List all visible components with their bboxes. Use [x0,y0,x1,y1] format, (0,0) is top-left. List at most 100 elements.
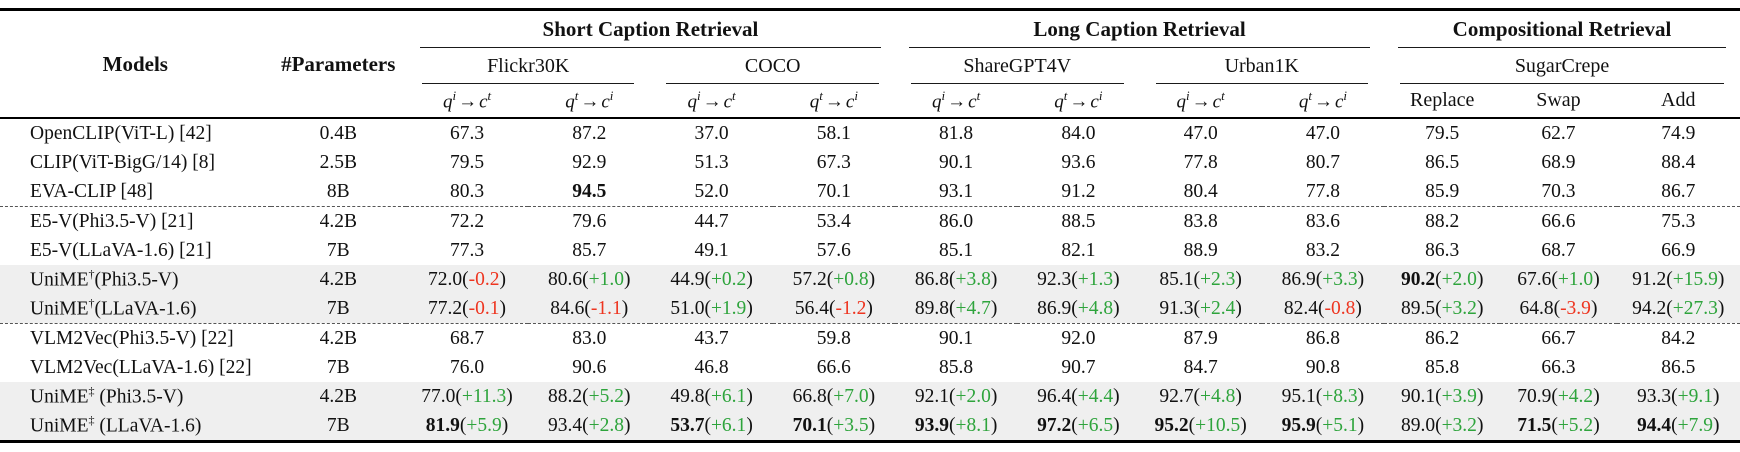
score-cell: 85.7 [572,239,607,261]
table-row: VLM2Vec(LLaVA-1.6) [22] 7B 76.0 90.6 46.8 66.… [0,353,1740,382]
parameter-count: 7B [326,414,350,436]
metric-replace: Replace [1384,84,1501,119]
score-cell: 91.2 [1061,180,1096,202]
metric-qi-to-ct: qi → ct [650,84,773,119]
delta-value: +2.3 [1200,268,1236,290]
score-cell: 90.1(+3.9) [1400,385,1484,407]
delta-value: +0.2 [710,268,747,290]
score-cell: 62.7 [1541,122,1576,144]
models-column-header: Models [0,9,271,119]
parameter-count: 7B [326,297,350,319]
score-cell: 96.4(+4.4) [1037,385,1120,407]
score-cell: 86.3 [1425,239,1460,261]
score-cell: 67.3 [816,151,851,173]
score-cell: 72.0(-0.2) [428,268,507,290]
score-cell: 47.0 [1183,122,1218,144]
model-name: E5-V(LLaVA-1.6) [21] [30,239,212,261]
score-cell: 85.1 [939,239,974,261]
score-cell: 84.6(-1.1) [550,297,629,319]
score-cell: 80.6(+1.0) [548,268,631,290]
delta-value: +7.0 [833,385,869,407]
score-cell: 89.5(+3.2) [1400,297,1484,319]
score-cell: 90.6 [572,356,607,378]
score-cell: 86.9(+3.3) [1281,268,1365,290]
score-cell: 82.1 [1061,239,1096,261]
parameter-count: 0.4B [319,122,357,144]
metric-add: Add [1616,84,1740,119]
delta-value: +6.1 [710,385,747,407]
score-cell: 94.2(+27.3) [1632,297,1725,319]
score-cell: 49.8(+6.1) [670,385,753,407]
score-cell: 88.4 [1661,151,1696,173]
delta-value: +4.8 [1200,385,1236,407]
score-cell: 95.1(+8.3) [1281,385,1365,407]
model-name: VLM2Vec(LLaVA-1.6) [22] [30,356,252,378]
delta-value: +4.4 [1077,385,1114,407]
score-cell: 92.1(+2.0) [914,385,998,407]
score-cell: 85.1(+2.3) [1159,268,1242,290]
score-cell: 86.7 [1661,180,1696,202]
score-cell: 90.1 [894,323,1018,353]
delta-value: +4.7 [955,297,991,319]
delta-value: +3.2 [1441,297,1477,319]
parameter-count: 2.5B [319,151,357,173]
score-cell: 77.8 [1183,151,1218,173]
score-cell: 81.9(+5.9) [425,414,509,436]
score-cell: 77.8 [1305,180,1340,202]
table-row: UniME‡ (Phi3.5-V) 4.2B 77.0(+11.3) 88.2(+5.… [0,382,1740,411]
delta-value: +2.0 [1441,268,1477,290]
score-cell: 66.7 [1500,323,1617,353]
score-cell: 88.5 [1017,206,1140,236]
score-cell: 68.9 [1541,151,1576,173]
delta-value: +2.4 [1200,297,1236,319]
model-name: VLM2Vec(Phi3.5-V) [22] [0,323,271,353]
score-cell: 77.2(-0.1) [428,297,507,319]
score-cell: 79.5 [449,151,485,173]
score-cell: 37.0 [694,122,729,144]
score-cell: 70.9(+4.2) [1517,385,1600,407]
score-cell: 83.6 [1261,206,1385,236]
table-row: E5-V(LLaVA-1.6) [21] 7B 77.3 85.7 49.1 57.6 85… [0,236,1740,265]
score-cell: 81.8 [939,122,974,144]
model-name: E5-V(Phi3.5-V) [21] [0,206,271,236]
score-cell: 53.7(+6.1) [670,414,753,436]
score-cell: 66.6 [1500,206,1617,236]
score-cell: 88.2 [1384,206,1501,236]
score-cell: 79.5 [1425,122,1460,144]
metric-qi-to-ct: qi → ct [894,84,1018,119]
score-cell: 68.7 [405,323,529,353]
score-cell: 85.8 [939,356,974,378]
score-cell: 89.8(+4.7) [914,297,998,319]
score-cell: 66.3 [1541,356,1576,378]
score-cell: 76.0 [449,356,485,378]
model-dagger: † [88,267,95,282]
delta-value: +9.1 [1677,385,1714,407]
score-cell: 75.3 [1616,206,1740,236]
model-name: EVA-CLIP [48] [30,180,153,202]
score-cell: 90.1 [939,151,974,173]
score-cell: 80.3 [449,180,485,202]
score-cell: 66.8(+7.0) [792,385,876,407]
score-cell: 86.8(+3.8) [914,268,998,290]
table-row: UniME‡ (LLaVA-1.6) 7B 81.9(+5.9) 93.4(+2.8)… [0,411,1740,442]
score-cell: 53.4 [772,206,895,236]
metric-qt-to-ci: qt → ci [1017,84,1140,119]
score-cell: 51.0(+1.9) [670,297,753,319]
score-cell: 66.9 [1661,239,1696,261]
metric-header-row: qi → ct qt → ci qi → ct qt → ci qi → ct qt → ci qi → c… [0,84,1740,119]
score-cell: 70.1(+3.5) [792,414,876,436]
delta-value: +10.5 [1195,414,1241,436]
delta-value: +7.9 [1677,414,1714,436]
score-cell: 74.9 [1661,122,1696,144]
score-cell: 90.2(+2.0) [1400,268,1484,290]
score-cell: 92.7(+4.8) [1159,385,1242,407]
score-cell: 90.7 [1061,356,1096,378]
group-long-caption-retrieval: Long Caption Retrieval [895,10,1384,49]
score-cell: 86.5 [1425,151,1460,173]
score-cell: 97.2(+6.5) [1037,414,1120,436]
parameter-count: 7B [326,239,350,261]
group-compositional-retrieval: Compositional Retrieval [1384,10,1740,49]
parameters-column-header: #Parameters [270,9,406,119]
parameter-count: 4.2B [270,323,406,353]
model-name: UniME†(Phi3.5-V) [30,267,179,291]
